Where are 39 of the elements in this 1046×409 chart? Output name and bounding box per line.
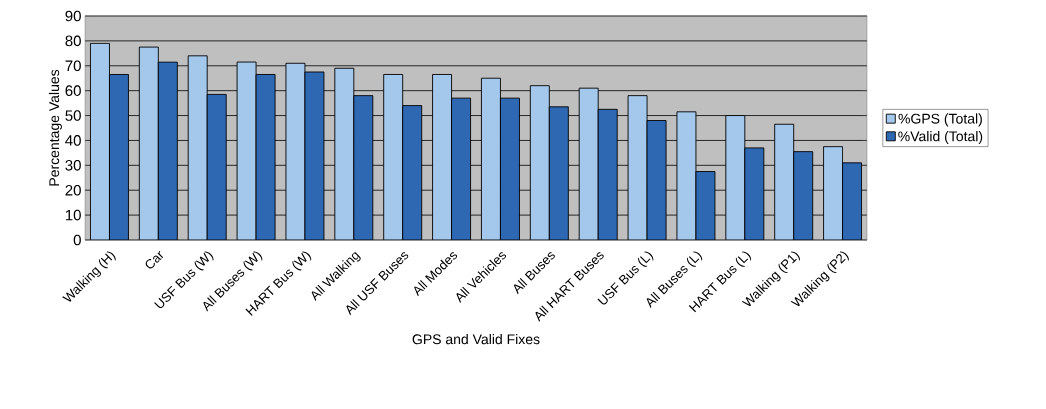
bar xyxy=(597,108,618,240)
bar xyxy=(353,95,374,240)
bar xyxy=(823,146,844,240)
x-tick-label: Car xyxy=(145,250,164,269)
bar xyxy=(548,106,569,240)
bar xyxy=(90,42,110,240)
bar xyxy=(334,67,355,240)
bar xyxy=(157,61,178,240)
y-tick-label: 30 xyxy=(65,160,81,171)
y-tick-label: 10 xyxy=(65,209,81,221)
bar xyxy=(578,87,599,240)
legend-label: %GPS (Total) xyxy=(898,113,982,127)
y-tick-label: 40 xyxy=(65,135,81,146)
bar xyxy=(109,74,129,240)
bar xyxy=(138,46,159,240)
bar xyxy=(529,85,550,240)
bar xyxy=(500,97,520,240)
bar xyxy=(402,105,423,240)
y-tick-label: 90 xyxy=(65,10,81,22)
bar xyxy=(725,115,746,240)
y-tick-label: 50 xyxy=(65,110,81,121)
y-tick-label: 70 xyxy=(65,60,81,72)
legend-label: %Valid (Total) xyxy=(898,130,983,145)
bar xyxy=(187,55,208,240)
bar xyxy=(432,74,453,240)
y-tick-label: 20 xyxy=(65,184,81,196)
y-tick-label: 60 xyxy=(65,85,81,96)
y-tick-label: 80 xyxy=(65,35,81,47)
bar xyxy=(842,162,863,240)
y-axis-title: Percentage Values xyxy=(48,69,62,186)
x-axis-title: GPS and Valid Fixes xyxy=(412,333,540,345)
bar xyxy=(481,77,501,240)
bar xyxy=(744,147,765,240)
bar xyxy=(793,151,814,240)
y-tick-label: 0 xyxy=(73,234,81,246)
bar xyxy=(206,93,227,240)
bar xyxy=(383,74,404,240)
bar xyxy=(774,123,795,240)
bar xyxy=(451,97,472,240)
